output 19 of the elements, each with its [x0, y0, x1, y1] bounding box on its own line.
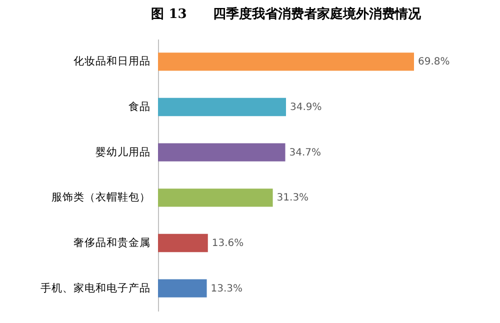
bar — [158, 98, 286, 116]
y-tick-label: 服饰类（衣帽鞋包） — [52, 190, 150, 204]
bar — [158, 279, 207, 298]
data-label: 31.3% — [276, 192, 309, 204]
bar — [158, 188, 273, 207]
y-tick-label: 食品 — [128, 101, 150, 113]
y-tick-label: 化妆品和日用品 — [74, 54, 150, 68]
bar — [158, 234, 208, 252]
y-tick-label: 奢侈品和贵金属 — [74, 236, 150, 249]
bar — [158, 52, 414, 71]
data-label: 13.3% — [210, 283, 243, 294]
data-label: 69.8% — [418, 56, 450, 68]
data-label: 34.9% — [290, 102, 322, 113]
chart-title: 图 13 四季度我省消费者家庭境外消费情况 — [151, 6, 422, 22]
y-tick-label: 手机、家电和电子产品 — [40, 281, 150, 294]
bar — [158, 143, 286, 162]
data-label: 34.7% — [289, 147, 322, 158]
data-label: 13.6% — [212, 238, 244, 249]
y-tick-label: 婴幼儿用品 — [96, 145, 150, 158]
